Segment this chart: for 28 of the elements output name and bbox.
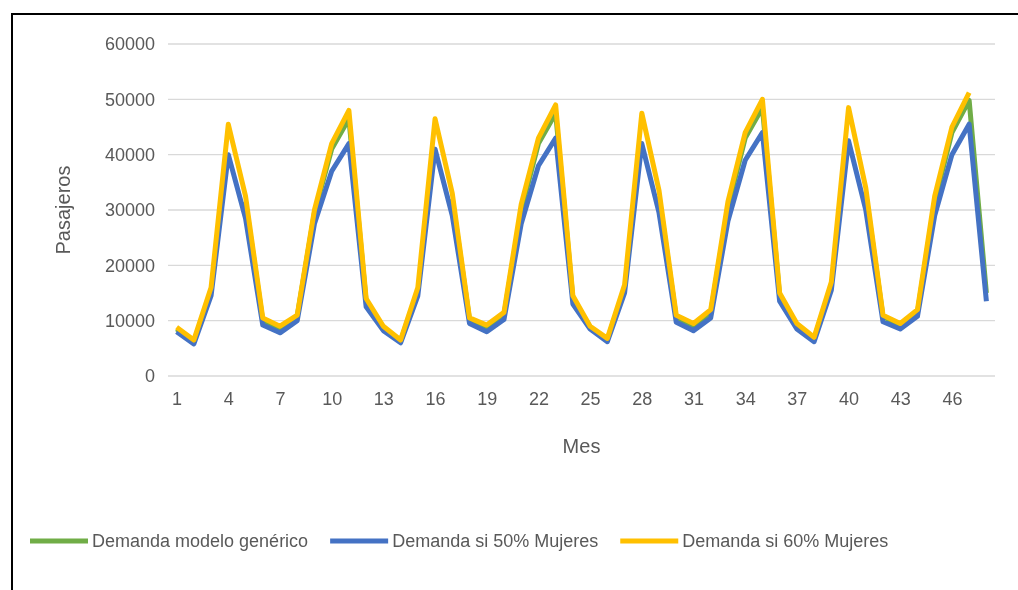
x-tick-label: 19: [477, 389, 498, 410]
x-axis-title: Mes: [562, 435, 601, 457]
y-tick-label: 0: [144, 366, 155, 387]
x-tick-label: 43: [890, 389, 911, 410]
x-tick-label: 37: [787, 389, 808, 410]
y-tick-label: 40000: [104, 144, 155, 165]
x-tick-label: 10: [322, 389, 343, 410]
x-tick-label: 7: [275, 389, 286, 410]
legend-label: Demanda modelo genérico: [92, 531, 309, 551]
x-tick-label: 22: [528, 389, 549, 410]
y-tick-label: 10000: [104, 310, 155, 331]
x-tick-label: 46: [942, 389, 963, 410]
x-tick-label: 31: [683, 389, 705, 410]
x-tick-label: 28: [632, 389, 653, 410]
legend-label: Demanda si 50% Mujeres: [392, 531, 599, 551]
x-tick-label: 40: [839, 389, 860, 410]
x-tick-label: 25: [580, 389, 601, 410]
x-tick-label: 34: [735, 389, 756, 410]
y-tick-label: 30000: [104, 200, 155, 221]
y-tick-label: 50000: [104, 89, 155, 110]
x-tick-label: 4: [223, 389, 234, 410]
x-tick-label: 13: [373, 389, 394, 410]
x-tick-label: 16: [425, 389, 446, 410]
y-tick-label: 60000: [104, 34, 155, 55]
x-tick-label: 1: [172, 389, 183, 410]
y-tick-label: 20000: [104, 255, 155, 276]
legend-label: Demanda si 60% Mujeres: [682, 531, 889, 551]
y-axis-title: Pasajeros: [52, 165, 74, 255]
